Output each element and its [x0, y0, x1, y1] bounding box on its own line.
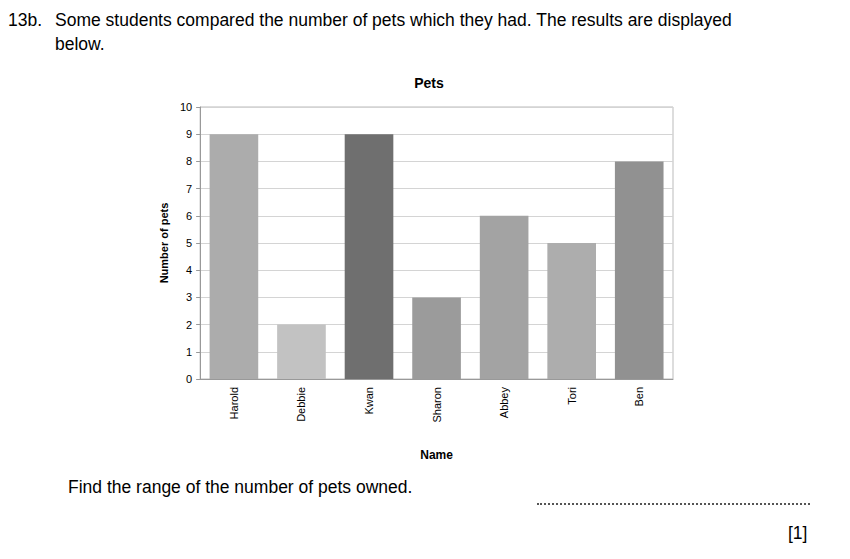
svg-text:1: 1 — [186, 346, 192, 358]
svg-text:Name: Name — [420, 448, 453, 462]
svg-text:Debbie: Debbie — [295, 387, 307, 422]
svg-text:9: 9 — [186, 128, 192, 140]
svg-text:Harold: Harold — [228, 387, 240, 419]
svg-text:2: 2 — [186, 319, 192, 331]
svg-text:5: 5 — [186, 237, 192, 249]
svg-text:7: 7 — [186, 183, 192, 195]
svg-text:4: 4 — [186, 264, 192, 276]
svg-text:Ben: Ben — [633, 387, 645, 407]
svg-text:Number of pets: Number of pets — [158, 203, 170, 284]
svg-text:Tori: Tori — [566, 387, 578, 405]
svg-text:Sharon: Sharon — [431, 387, 443, 422]
svg-text:0: 0 — [186, 373, 192, 385]
svg-text:Kwan: Kwan — [363, 387, 375, 415]
html-text:Some students compared the num: Some students compared the number of pet… — [55, 10, 732, 30]
html-text:below.: below. — [55, 34, 105, 54]
html-text:Find the range of the number o: Find the range of the number of pets own… — [68, 477, 413, 497]
svg-text:3: 3 — [186, 291, 192, 303]
html-text:[1]: [1] — [788, 523, 808, 543]
svg-text:10: 10 — [180, 101, 192, 113]
svg-text:Pets: Pets — [414, 75, 444, 91]
svg-text:6: 6 — [186, 210, 192, 222]
html-text:13b.: 13b. — [8, 10, 43, 30]
svg-text:Abbey: Abbey — [498, 387, 510, 419]
svg-text:8: 8 — [186, 155, 192, 167]
